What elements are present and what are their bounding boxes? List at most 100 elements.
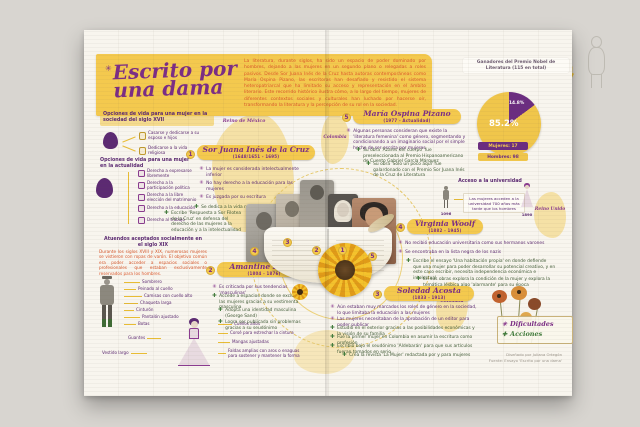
author-name: Sor Juana Inés de la Cruz <box>202 145 310 154</box>
attire-label: Cinturón <box>136 307 154 312</box>
section-item: ✚ Fue la primer mujer en Colombia en asu… <box>330 334 478 346</box>
heart-icon <box>138 194 145 201</box>
difficulty-icon: ✳ <box>199 180 204 186</box>
item-text: Fue la primer mujer en Colombia en asumi… <box>337 335 473 346</box>
sketch-figure <box>582 36 610 90</box>
university-woman-year: 1890 <box>521 212 533 217</box>
author-dates: (1977 - Actualidad) <box>383 117 431 123</box>
body <box>443 190 449 200</box>
author-dates: (1648/1651 - 1695) <box>232 153 280 159</box>
option-label: Dedicarse a la vida religiosa <box>148 145 188 155</box>
small-sunflower-center <box>297 289 303 295</box>
portrait-head <box>310 185 324 200</box>
page-fold <box>325 30 331 396</box>
attire-label: Mangas ajustadas <box>232 339 269 344</box>
section-item: ✚ En sus obras explora la condición de l… <box>416 276 552 288</box>
woman-silhouette-icon <box>96 178 113 198</box>
legend-label: Dificultades <box>510 320 554 328</box>
portrait-head <box>256 212 272 230</box>
item-text: Algunas personas consideran que existe l… <box>353 129 466 151</box>
photo-number-badge: 1 <box>338 246 347 255</box>
sketch-figure-body <box>588 47 605 75</box>
item-text: La mujer es considerada intelectualmente… <box>206 167 299 178</box>
author-dates: (1882 - 1945) <box>428 227 462 233</box>
section-item: ✚ Crea la revista 'La Mujer' redactada p… <box>342 352 472 359</box>
item-text: Es juzgada por su escritura <box>206 195 266 200</box>
section-item: ✚ Estudió en el exterior gracias a las p… <box>330 325 478 337</box>
action-icon: ✚ <box>502 331 508 339</box>
attire-label: Camisas con cuello alto <box>144 293 193 298</box>
head <box>525 184 529 189</box>
skirt <box>178 338 210 366</box>
male-label-row: Peinado al cuello <box>124 286 173 292</box>
section-title-maria-ospina: María Ospina Pizano (1977 - Actualidad) <box>353 109 461 124</box>
section-item: ✳ Algunas personas consideran que existe… <box>346 128 466 151</box>
heading-options-xvii: Opciones de vida para una mujer en la so… <box>100 110 214 126</box>
map-label-mexico: Reino de México <box>222 119 266 124</box>
university-note: Las mujeres acceden a la universidad 700… <box>463 193 525 214</box>
podium-icon <box>138 182 145 189</box>
map-label-uk: Reino Unido <box>534 207 566 212</box>
attire-label: Vestido largo <box>102 350 129 355</box>
boot-left <box>102 319 106 327</box>
head <box>444 186 448 190</box>
action-icon: ✚ <box>330 343 335 349</box>
hat <box>102 276 112 279</box>
book-page-lines <box>272 237 320 271</box>
legs <box>444 200 448 208</box>
section-item: ✚ Accede a espacios donde se excluían a … <box>212 293 312 311</box>
action-icon: ✚ <box>342 352 347 358</box>
attire-label: Botas <box>138 321 150 326</box>
item-text: No recibió educación universitaria como … <box>405 241 545 246</box>
item-text: En sus obras explora la condición de la … <box>423 277 551 288</box>
map-label-colombia-bottom: Colombia <box>440 299 464 304</box>
pie-label-men-pct: 85.2% <box>489 119 519 129</box>
section-item: ✚ Su obra 'Sólo un poco aquí' fue galard… <box>366 161 466 179</box>
pie-label-women-pct: 14.8% <box>509 101 525 106</box>
sorjuana-action-respuesta: ✚ Escribe 'Respuesta a Sor Filotea de la… <box>164 210 242 233</box>
dress <box>521 189 533 207</box>
author-name: Amantine Lucile <box>229 262 299 271</box>
section-number-badge: 4 <box>396 223 405 232</box>
female-attire-figure <box>176 318 212 368</box>
attire-intro: Durante los siglos XVIII y XIX, numerosa… <box>99 249 207 276</box>
section-title-virginia-woolf: Virginia Woolf (1882 - 1945) <box>407 219 483 234</box>
portrait-face <box>337 203 349 217</box>
attire-label: Guantes <box>128 335 146 340</box>
difficulty-icon: ✳ <box>398 240 403 246</box>
option-label: Casarse y dedicarse a su esposo e hijos <box>148 130 200 140</box>
item-text: Se encontraba en la lista negra de los n… <box>405 250 502 255</box>
heading-options-today: Opciones de vida para una mujer en la ac… <box>100 158 190 169</box>
poppy-core <box>497 294 501 298</box>
photo-number-badge: 2 <box>312 246 321 255</box>
attire-label: Faldas amplias con aros o enaguas para s… <box>228 348 300 358</box>
author-dates: (1804 - 1876) <box>247 270 281 276</box>
section-item: ✳ Aún estaban muy marcados los roles de … <box>330 304 478 316</box>
action-icon: ✚ <box>218 319 223 325</box>
option-label: Derecho al trabajo <box>147 217 185 223</box>
legend-actions: ✚ Acciones <box>502 330 568 340</box>
ring-icon <box>139 131 146 140</box>
difficulty-icon: ✳ <box>330 304 335 310</box>
nobel-chart-title: Ganadores del Premio Nobel de Literatura… <box>463 58 569 74</box>
section-title-soledad-acosta: Soledad Acosta (1833 - 1913) <box>384 286 474 301</box>
difficulty-icon: ✳ <box>199 194 204 200</box>
section-item: ✚ Escribió bajo el seudónimo 'Aldebarán'… <box>330 343 480 355</box>
photo-number-badge: 4 <box>250 247 259 256</box>
option-today-education: Derecho a la educación <box>138 205 200 212</box>
action-icon: ✚ <box>194 204 199 210</box>
male-attire-figure <box>94 276 120 328</box>
heading-university: Acceso a la universidad <box>458 179 522 184</box>
legend-difficulties: ✳ Dificultades <box>502 320 568 330</box>
open-lock-icon <box>138 170 145 177</box>
book-icon <box>138 205 145 212</box>
female-label-row: Faldas amplias con aros o enaguas para s… <box>218 348 310 358</box>
university-man-year: 1096 <box>440 211 452 216</box>
section-item: ✳ Es criticada por sus tendencias 'mascu… <box>212 284 312 296</box>
attire-label: Peinado al cuello <box>138 286 173 291</box>
title-banner <box>96 54 432 116</box>
attire-label: Chaqueta larga <box>140 300 172 305</box>
legend-label: Acciones <box>510 329 543 338</box>
action-icon: ✚ <box>330 325 335 331</box>
male-label-row: Camisas con cuello alto <box>124 293 193 299</box>
